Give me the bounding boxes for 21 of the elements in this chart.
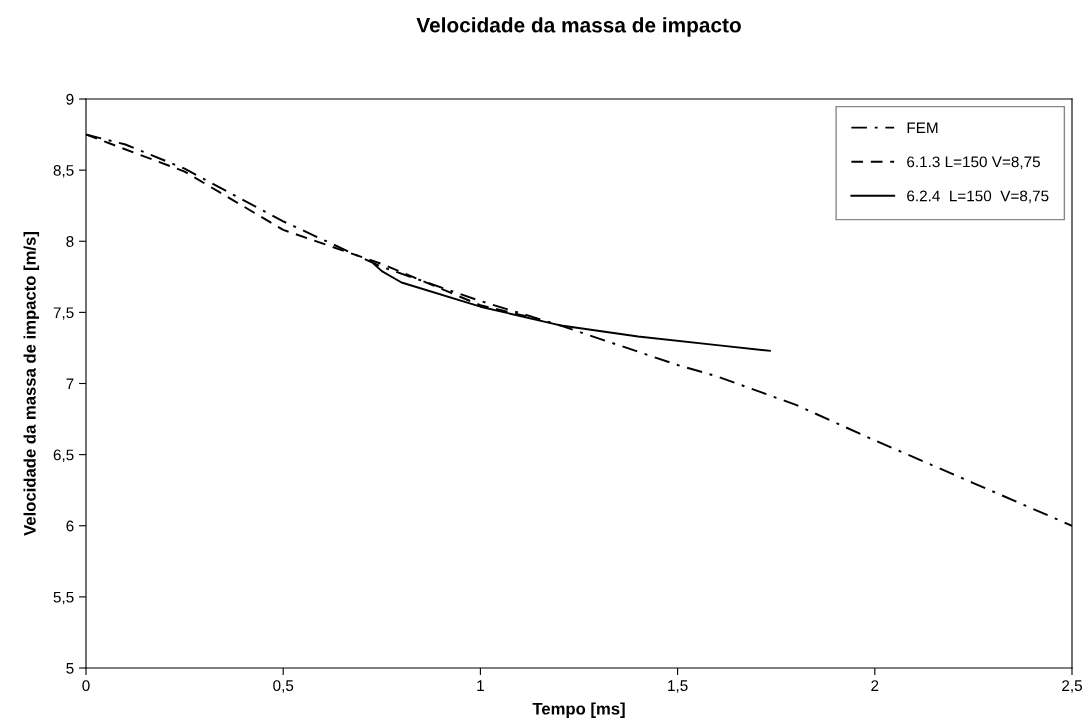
x-tick-label: 1,5 (668, 680, 688, 693)
y-tick-label: 7,5 (53, 307, 74, 320)
legend-label: FEM (907, 122, 938, 133)
chart-title: Velocidade da massa de impacto (416, 17, 741, 37)
legend-label: 6.2.4 L=150 V=8,75 (907, 190, 1049, 204)
x-tick-label: 1 (477, 680, 484, 691)
y-tick-label: 9 (66, 93, 74, 105)
legend-label: 6.1.3 L=150 V=8,75 (907, 156, 1040, 170)
y-tick-label: 6,5 (53, 449, 74, 463)
y-tick-label: 5 (66, 663, 74, 674)
x-tick-label: 0,5 (273, 680, 294, 693)
y-tick-label: 5,5 (53, 591, 74, 605)
x-tick-label: 0 (82, 680, 90, 692)
x-tick-label: 2,5 (1062, 680, 1082, 693)
y-tick-label: 6 (66, 520, 74, 532)
y-tick-label: 8 (66, 236, 74, 247)
x-axis-title: Tempo [ms] (532, 702, 625, 718)
y-tick-label: 8,5 (53, 164, 74, 178)
y-tick-label: 7 (66, 378, 74, 390)
x-tick-label: 2 (871, 680, 879, 691)
y-axis-title: Velocidade da massa de impacto [m/s] (23, 232, 40, 536)
